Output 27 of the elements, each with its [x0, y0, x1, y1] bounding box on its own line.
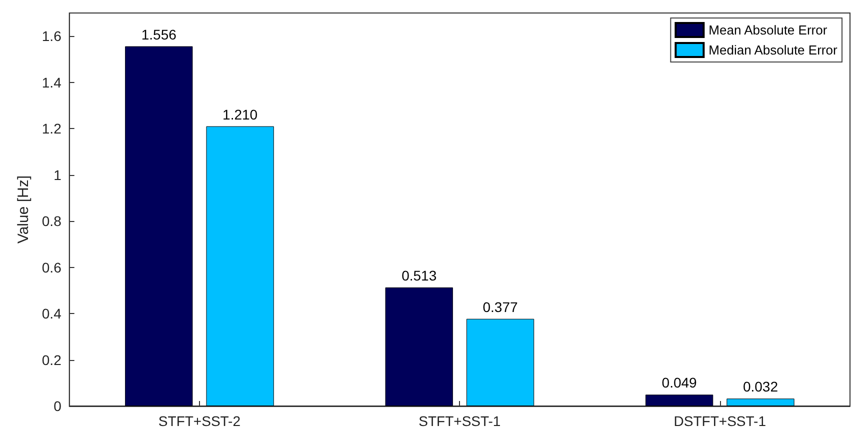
y-tick-label: 0.6 — [42, 259, 62, 276]
legend-label: Mean Absolute Error — [708, 22, 828, 38]
x-tick-label: STFT+SST-2 — [158, 413, 241, 429]
y-tick-label: 0.4 — [42, 306, 62, 322]
data-label: 1.556 — [141, 26, 177, 42]
data-label: 0.032 — [742, 378, 778, 395]
y-tick-label: 0.8 — [42, 213, 62, 230]
y-tick-label: 0.2 — [42, 352, 62, 368]
bar — [206, 126, 274, 406]
y-axis-title: Value [Hz] — [15, 175, 32, 244]
y-tick-label: 1.4 — [42, 74, 62, 90]
legend-label: Median Absolute Error — [708, 42, 838, 58]
y-tick-label: 1 — [54, 166, 62, 183]
y-tick-label: 0 — [54, 398, 62, 414]
y-tick-label: 1.2 — [42, 120, 62, 137]
data-label: 0.513 — [402, 267, 437, 284]
bar — [466, 318, 534, 406]
y-tick-label: 1.6 — [42, 28, 62, 44]
x-tick-label: DSTFT+SST-1 — [674, 413, 766, 429]
x-tick-label: STFT+SST-1 — [418, 413, 501, 429]
data-label: 0.377 — [482, 298, 518, 315]
bar — [726, 398, 794, 406]
bar — [385, 287, 453, 406]
data-label: 0.049 — [662, 374, 698, 391]
bar — [645, 394, 714, 406]
data-label: 1.210 — [222, 106, 258, 122]
bar — [125, 46, 193, 406]
